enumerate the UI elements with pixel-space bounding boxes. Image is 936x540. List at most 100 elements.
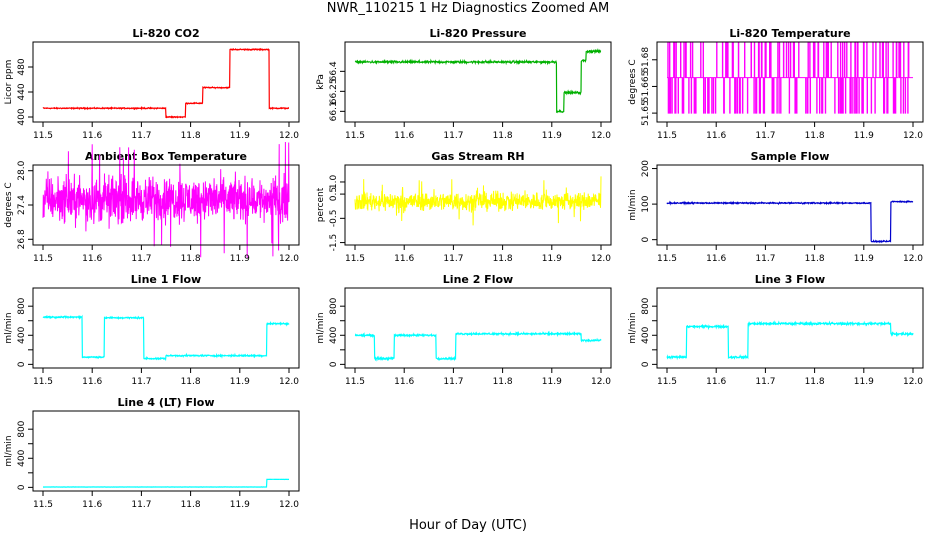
- x-tick-label: 11.9: [230, 500, 250, 510]
- y-axis-label: kPa: [316, 74, 326, 90]
- panel-title: Line 4 (LT) Flow: [118, 396, 215, 409]
- y-tick-label: 480: [17, 58, 27, 75]
- x-tick-label: 11.9: [854, 377, 874, 387]
- x-tick-label: 11.8: [805, 377, 825, 387]
- y-tick-label: 66.4: [329, 61, 339, 81]
- series-line: [667, 41, 913, 114]
- plot-frame: [32, 287, 300, 369]
- series-line: [666, 199, 914, 244]
- x-tick-label: 11.7: [131, 377, 151, 387]
- panel-p7: Line 1 Flow 11.5 11.6 11.7 11.8 11.9 12.0 0 400 8…: [4, 273, 300, 387]
- y-axis-label: ml/min: [628, 312, 638, 343]
- y-tick-label: 0: [17, 361, 27, 367]
- y-tick-label: 66.25: [329, 78, 339, 104]
- x-tick-label: 11.5: [33, 377, 53, 387]
- x-tick-label: 11.5: [345, 254, 365, 264]
- x-tick-label: 11.9: [230, 131, 250, 141]
- x-tick-label: 11.6: [82, 254, 102, 264]
- plot-frame: [344, 164, 612, 246]
- x-tick-label: 12.0: [279, 254, 299, 264]
- y-tick-label: 800: [17, 297, 27, 314]
- x-tick-label: 11.6: [394, 131, 414, 141]
- panel-p5: Gas Stream RH 11.5 11.6 11.7 11.8 11.9 12.0 -1.…: [316, 150, 612, 264]
- x-tick-label: 11.6: [82, 500, 102, 510]
- series-line: [354, 176, 602, 226]
- x-tick-label: 11.8: [805, 254, 825, 264]
- x-tick-label: 11.8: [181, 254, 201, 264]
- x-tick-label: 11.6: [706, 131, 726, 141]
- panel-title: Li-820 Pressure: [430, 27, 527, 40]
- y-tick-label: -1.5: [329, 234, 339, 252]
- x-tick-label: 11.6: [82, 377, 102, 387]
- y-tick-label: 0: [641, 361, 651, 367]
- x-tick-label: 11.7: [755, 254, 775, 264]
- x-tick-label: 11.8: [181, 377, 201, 387]
- x-tick-label: 12.0: [279, 131, 299, 141]
- figure-title: NWR_110215 1 Hz Diagnostics Zoomed AM: [326, 1, 610, 16]
- plot-frame: [32, 410, 300, 492]
- x-tick-label: 11.8: [493, 254, 513, 264]
- x-tick-label: 11.9: [542, 377, 562, 387]
- panel-p1: Li-820 CO2 11.5 11.6 11.7 11.8 11.9 12.0 400 440…: [4, 27, 300, 141]
- panel-title: Line 1 Flow: [131, 273, 201, 286]
- y-tick-label: 800: [17, 420, 27, 437]
- x-tick-label: 11.5: [657, 254, 677, 264]
- y-tick-label: 51.665: [641, 71, 651, 103]
- panel-title: Li-820 Temperature: [729, 27, 850, 40]
- y-tick-label: 400: [329, 326, 339, 343]
- y-tick-label: 800: [641, 297, 651, 314]
- y-tick-label: 400: [17, 449, 27, 466]
- x-tick-label: 11.6: [394, 377, 414, 387]
- panel-p3: Li-820 Temperature 11.5 11.6 11.7 11.8 11.9 12…: [628, 27, 924, 141]
- x-tick-label: 11.5: [33, 131, 53, 141]
- x-tick-label: 11.7: [131, 254, 151, 264]
- x-tick-label: 11.5: [657, 131, 677, 141]
- y-tick-label: 51.68: [641, 47, 651, 73]
- panel-title: Li-820 CO2: [132, 27, 199, 40]
- y-axis-label: Licor ppm: [4, 60, 14, 105]
- x-tick-label: 11.7: [443, 377, 463, 387]
- panel-title: Line 2 Flow: [443, 273, 513, 286]
- y-tick-label: 200: [641, 160, 651, 177]
- x-tick-label: 11.9: [854, 131, 874, 141]
- x-tick-label: 12.0: [591, 377, 611, 387]
- y-axis-label: ml/min: [4, 435, 14, 466]
- x-tick-label: 11.9: [230, 377, 250, 387]
- panel-p10: Line 4 (LT) Flow 11.5 11.6 11.7 11.8 11.9 12.0…: [4, 396, 300, 510]
- y-tick-label: 1.0: [329, 175, 339, 190]
- x-tick-label: 11.7: [755, 377, 775, 387]
- x-tick-label: 11.7: [443, 131, 463, 141]
- y-axis-label: percent: [316, 187, 326, 222]
- panel-title: Gas Stream RH: [431, 150, 524, 163]
- series-line: [42, 314, 290, 362]
- x-tick-label: 12.0: [279, 500, 299, 510]
- x-tick-label: 11.7: [131, 131, 151, 141]
- y-tick-label: 66.1: [329, 101, 339, 121]
- x-tick-label: 11.5: [345, 131, 365, 141]
- y-tick-label: 800: [329, 297, 339, 314]
- x-tick-label: 11.5: [33, 254, 53, 264]
- plot-frame: [344, 287, 612, 369]
- x-axis-label: Hour of Day (UTC): [409, 518, 527, 533]
- y-tick-label: 400: [641, 326, 651, 343]
- series-line: [354, 330, 602, 362]
- plot-frame: [656, 41, 924, 123]
- y-axis-label: degrees C: [628, 59, 638, 104]
- series-line: [666, 320, 914, 361]
- x-tick-label: 11.8: [493, 377, 513, 387]
- plot-frame: [32, 41, 300, 123]
- plot-frame: [656, 164, 924, 246]
- x-tick-label: 11.7: [443, 254, 463, 264]
- panel-p6: Sample Flow 11.5 11.6 11.7 11.8 11.9 12.0 0 100 2…: [628, 150, 924, 264]
- y-tick-label: 400: [17, 326, 27, 343]
- x-tick-label: 12.0: [591, 254, 611, 264]
- panel-p8: Line 2 Flow 11.5 11.6 11.7 11.8 11.9 12.0 0 400 8…: [316, 273, 612, 387]
- panel-p4: Ambient Box Temperature 11.5 11.6 11.7 11.8 1…: [4, 141, 300, 264]
- x-tick-label: 11.6: [706, 254, 726, 264]
- x-tick-label: 11.6: [706, 377, 726, 387]
- y-tick-label: -0.5: [329, 210, 339, 228]
- x-tick-label: 11.7: [131, 500, 151, 510]
- x-tick-label: 11.9: [542, 254, 562, 264]
- x-tick-label: 12.0: [279, 377, 299, 387]
- y-axis-label: degrees C: [4, 182, 14, 227]
